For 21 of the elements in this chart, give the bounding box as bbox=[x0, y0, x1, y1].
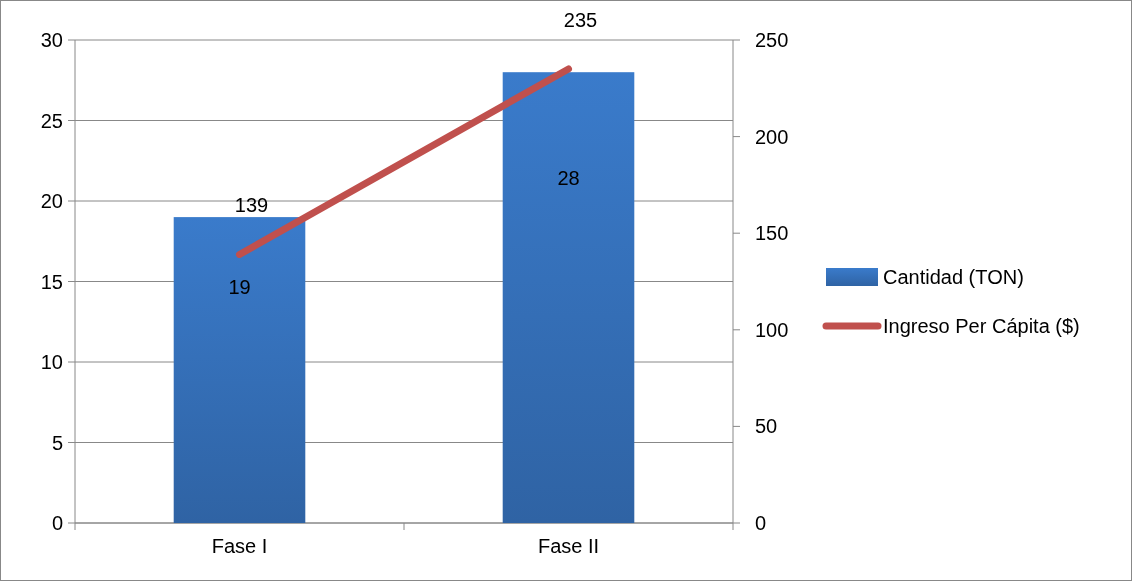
y2-tick-label: 250 bbox=[755, 29, 789, 51]
y2-tick-label: 50 bbox=[755, 415, 778, 438]
y2-tick-label: 200 bbox=[755, 125, 789, 148]
data-label: 235 bbox=[563, 8, 598, 31]
x-tick-label: Fase II bbox=[537, 535, 600, 557]
y2-tick-label: 150 bbox=[755, 222, 789, 245]
y-tick-label: 30 bbox=[40, 29, 63, 51]
y-tick-label: 5 bbox=[51, 431, 63, 454]
y2-tick-label: 0 bbox=[755, 512, 767, 534]
data-label: 19 bbox=[228, 275, 251, 298]
y-tick-label: 10 bbox=[40, 351, 63, 373]
data-label: 139 bbox=[234, 194, 269, 217]
y-tick-label: 15 bbox=[40, 270, 63, 293]
legend-label: Ingreso Per Cápita ($) bbox=[883, 315, 1080, 337]
data-label: 28 bbox=[557, 166, 580, 189]
y-tick-label: 20 bbox=[40, 190, 63, 212]
y2-tick-label: 100 bbox=[755, 318, 789, 341]
legend-label: Cantidad (TON) bbox=[883, 266, 1024, 288]
x-tick-label: Fase I bbox=[211, 535, 268, 557]
y-tick-label: 0 bbox=[51, 512, 63, 534]
y-tick-label: 25 bbox=[40, 109, 63, 132]
